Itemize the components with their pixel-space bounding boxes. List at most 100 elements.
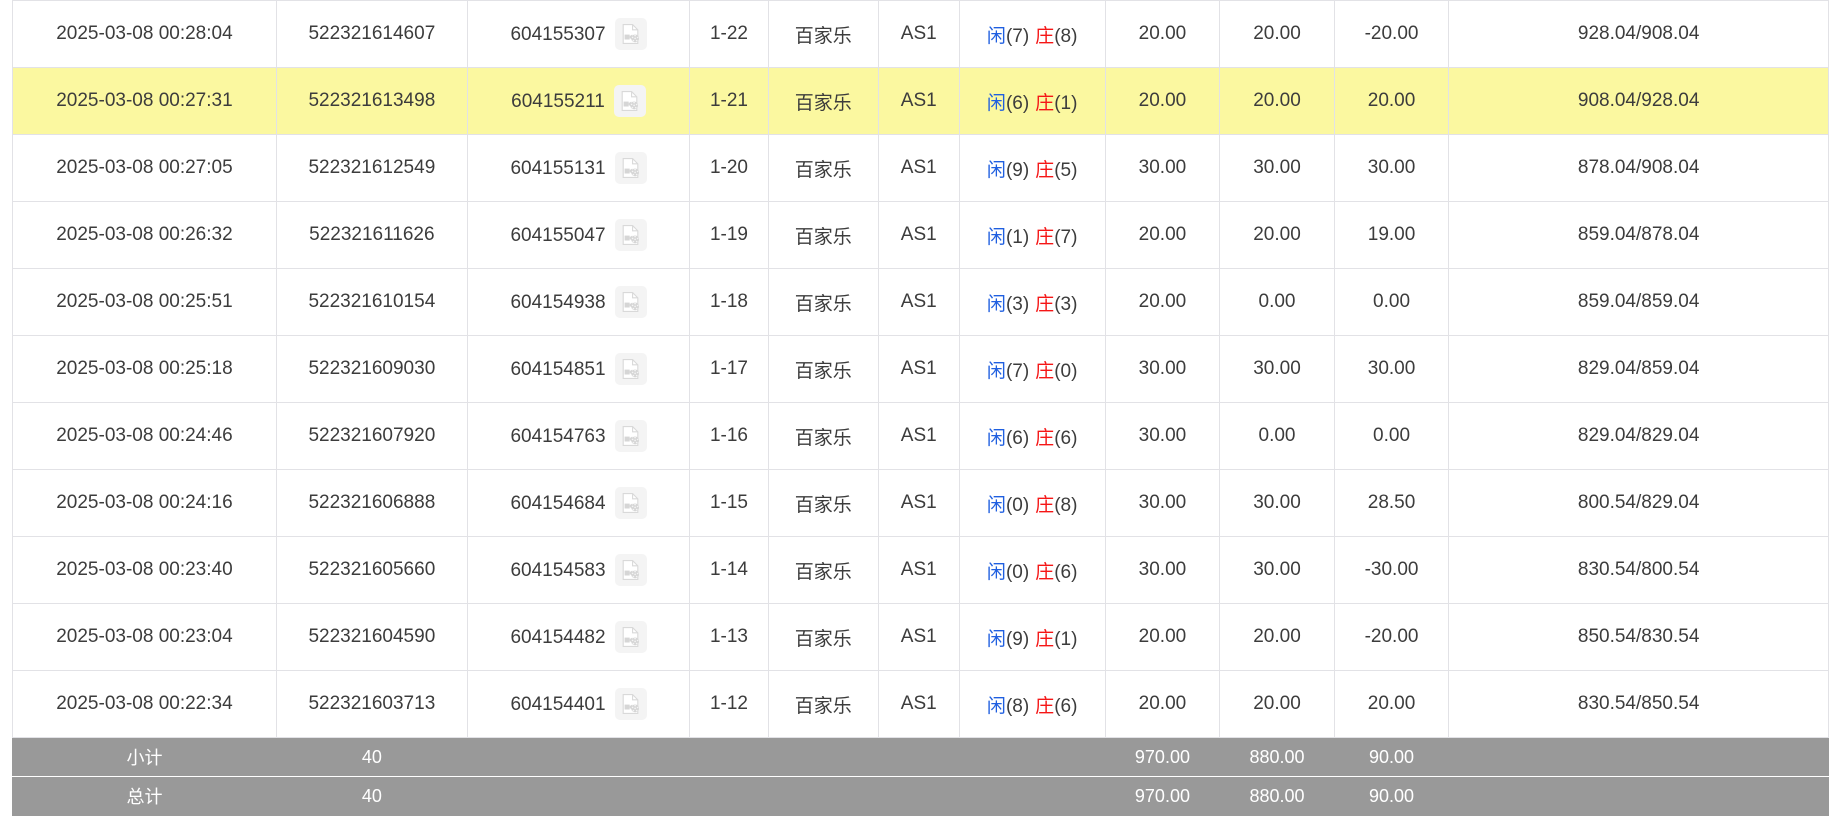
cell-table-name: AS1	[877, 536, 960, 604]
cell-game-name: 百家乐	[767, 402, 879, 470]
video-replay-icon[interactable]	[614, 286, 647, 318]
banker-label: 庄	[1035, 25, 1055, 47]
cell-payout: -20.00	[1333, 0, 1450, 68]
cell-game-name: 百家乐	[767, 603, 879, 671]
cell-bet-id: 522321606888	[275, 469, 468, 537]
cell-valid-amount: 20.00	[1219, 201, 1335, 269]
video-replay-icon[interactable]	[614, 487, 647, 519]
summary-payout: 90.00	[1333, 776, 1450, 816]
round-id-group: 604154938	[472, 270, 685, 335]
banker-point: (8)	[1054, 25, 1078, 47]
video-replay-icon[interactable]	[614, 420, 647, 452]
player-label: 闲	[986, 226, 1006, 248]
round-id-text: 604155047	[510, 224, 606, 246]
video-replay-icon[interactable]	[614, 219, 647, 251]
cell-balance: 829.04/829.04	[1448, 402, 1829, 470]
cell-bet-time: 2025-03-08 00:27:05	[12, 134, 277, 202]
cell-table-name: AS1	[877, 67, 960, 135]
cell-valid-amount: 20.00	[1219, 603, 1335, 671]
cell-bet-amount: 20.00	[1104, 0, 1221, 68]
cell-valid-amount: 30.00	[1219, 469, 1335, 537]
summary-empty-table	[877, 776, 960, 816]
cell-shoe-round: 1-22	[689, 0, 769, 68]
table-row[interactable]: 2025-03-08 00:23:04 522321604590 604154482…	[12, 603, 1829, 671]
summary-bet-amount: 970.00	[1104, 776, 1221, 816]
cell-game-name: 百家乐	[767, 201, 879, 269]
cell-bet-id: 522321604590	[275, 603, 468, 671]
video-replay-icon[interactable]	[614, 152, 647, 184]
cell-table-name: AS1	[877, 134, 960, 202]
cell-table-name: AS1	[877, 0, 960, 68]
cell-bet-amount: 30.00	[1104, 134, 1221, 202]
cell-result: 闲(0) 庄(8)	[958, 469, 1106, 537]
table-row[interactable]: 2025-03-08 00:27:31 522321613498 604155211…	[12, 67, 1829, 135]
cell-result: 闲(9) 庄(5)	[958, 134, 1106, 202]
table-row[interactable]: 2025-03-08 00:24:16 522321606888 604154684…	[12, 469, 1829, 537]
round-id-text: 604155131	[510, 157, 606, 179]
banker-label: 庄	[1035, 494, 1055, 516]
cell-game-name: 百家乐	[767, 67, 879, 135]
video-replay-icon[interactable]	[613, 85, 646, 117]
cell-balance: 850.54/830.54	[1448, 603, 1829, 671]
summary-count: 40	[275, 737, 468, 777]
player-point: (9)	[1005, 628, 1030, 650]
video-replay-icon[interactable]	[614, 554, 647, 586]
summary-empty-shoe	[689, 737, 769, 777]
cell-table-name: AS1	[877, 603, 960, 671]
video-replay-icon[interactable]	[614, 18, 647, 50]
summary-empty-round-id	[466, 737, 691, 777]
cell-table-name: AS1	[877, 335, 960, 403]
round-id-group: 604155307	[472, 2, 685, 67]
video-replay-icon[interactable]	[614, 688, 647, 720]
banker-point: (6)	[1054, 427, 1078, 449]
table-row[interactable]: 2025-03-08 00:25:51 522321610154 604154938…	[12, 268, 1829, 336]
cell-shoe-round: 1-21	[689, 67, 769, 135]
player-point: (6)	[1005, 92, 1030, 114]
table-row[interactable]: 2025-03-08 00:28:04 522321614607 604155307…	[12, 0, 1829, 68]
banker-label: 庄	[1035, 427, 1055, 449]
round-id-group: 604154851	[472, 337, 685, 402]
cell-balance: 800.54/829.04	[1448, 469, 1829, 537]
cell-bet-amount: 30.00	[1104, 335, 1221, 403]
cell-round-id: 604154482	[466, 603, 691, 671]
cell-bet-amount: 20.00	[1104, 67, 1221, 135]
cell-payout: 28.50	[1333, 469, 1450, 537]
table-row[interactable]: 2025-03-08 00:23:40 522321605660 604154583…	[12, 536, 1829, 604]
cell-balance: 830.54/850.54	[1448, 670, 1829, 738]
player-point: (7)	[1005, 360, 1030, 382]
table-row[interactable]: 2025-03-08 00:26:32 522321611626 604155047…	[12, 201, 1829, 269]
summary-empty-game	[767, 737, 879, 777]
table-row[interactable]: 2025-03-08 00:27:05 522321612549 604155131…	[12, 134, 1829, 202]
cell-bet-time: 2025-03-08 00:28:04	[12, 0, 277, 68]
video-replay-icon[interactable]	[614, 353, 647, 385]
video-replay-icon[interactable]	[614, 621, 647, 653]
cell-table-name: AS1	[877, 670, 960, 738]
cell-valid-amount: 0.00	[1219, 402, 1335, 470]
cell-payout: 30.00	[1333, 134, 1450, 202]
summary-empty-result	[958, 776, 1106, 816]
round-id-text: 604155307	[510, 23, 606, 45]
cell-bet-time: 2025-03-08 00:25:18	[12, 335, 277, 403]
cell-payout: 0.00	[1333, 268, 1450, 336]
banker-label: 庄	[1035, 92, 1055, 114]
cell-game-name: 百家乐	[767, 536, 879, 604]
table-row[interactable]: 2025-03-08 00:22:34 522321603713 604154401…	[12, 670, 1829, 738]
cell-payout: 30.00	[1333, 335, 1450, 403]
cell-result: 闲(7) 庄(0)	[958, 335, 1106, 403]
cell-shoe-round: 1-20	[689, 134, 769, 202]
table-row[interactable]: 2025-03-08 00:24:46 522321607920 604154763…	[12, 402, 1829, 470]
summary-empty-balance	[1448, 737, 1829, 777]
summary-count: 40	[275, 776, 468, 816]
player-label: 闲	[986, 427, 1006, 449]
table-row[interactable]: 2025-03-08 00:25:18 522321609030 604154851…	[12, 335, 1829, 403]
round-id-text: 604155211	[511, 90, 605, 112]
cell-balance: 928.04/908.04	[1448, 0, 1829, 68]
cell-shoe-round: 1-14	[689, 536, 769, 604]
cell-shoe-round: 1-16	[689, 402, 769, 470]
player-label: 闲	[986, 561, 1006, 583]
player-label: 闲	[986, 360, 1006, 382]
banker-label: 庄	[1035, 628, 1055, 650]
cell-round-id: 604154583	[466, 536, 691, 604]
cell-shoe-round: 1-12	[689, 670, 769, 738]
